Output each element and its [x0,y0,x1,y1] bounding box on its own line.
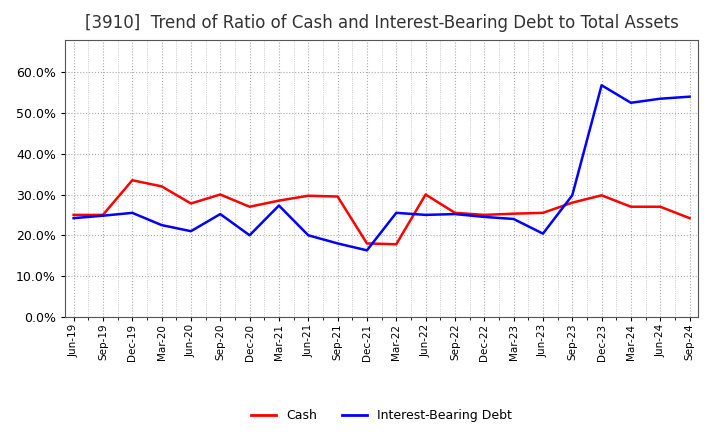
Legend: Cash, Interest-Bearing Debt: Cash, Interest-Bearing Debt [246,404,517,427]
Title: [3910]  Trend of Ratio of Cash and Interest-Bearing Debt to Total Assets: [3910] Trend of Ratio of Cash and Intere… [85,15,678,33]
